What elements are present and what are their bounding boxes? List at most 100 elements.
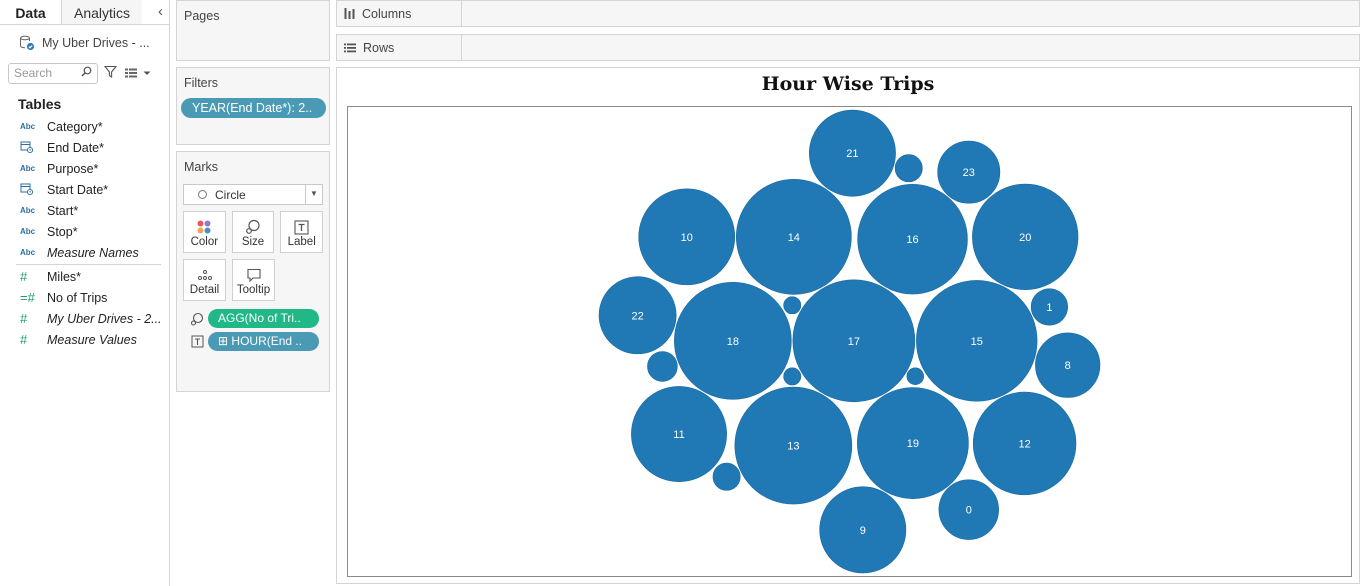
bubble-hour-9[interactable]: 9 <box>819 486 907 574</box>
bubble-mark[interactable] <box>937 140 1001 204</box>
field-list: Abc Category* End Date* Abc Purpose* Start Da… <box>0 116 169 350</box>
size-pill-row: AGG(No of Tri.. <box>190 309 329 328</box>
bubble-mark[interactable] <box>857 183 968 295</box>
bubble-label: 20 <box>1019 232 1031 244</box>
field-item[interactable]: =# No of Trips <box>0 287 169 308</box>
bubble-hour-11[interactable]: 11 <box>631 386 727 482</box>
bubble-hour-0[interactable]: 0 <box>938 479 999 540</box>
field-label: Measure Values <box>47 332 137 347</box>
string-type-icon: Abc <box>20 206 36 215</box>
bubble-mark[interactable] <box>1035 332 1101 398</box>
bubble-mark[interactable] <box>712 462 741 491</box>
bubble-hour-1[interactable]: 1 <box>1030 288 1069 326</box>
bubble-mark[interactable] <box>938 479 999 540</box>
bubble-unlabeled[interactable] <box>712 462 741 491</box>
bubble-hour-13[interactable]: 13 <box>734 386 853 505</box>
bubble-label: 23 <box>963 167 975 179</box>
bubble-label: 14 <box>788 232 800 244</box>
bubble-label: 21 <box>846 148 858 160</box>
size-button[interactable]: Size <box>231 211 275 253</box>
tab-data[interactable]: Data <box>0 0 62 24</box>
bubble-mark[interactable] <box>972 391 1077 496</box>
bubble-hour-21[interactable]: 21 <box>808 109 896 197</box>
bubble-hour-14[interactable]: 14 <box>735 179 852 295</box>
bubble-hour-16[interactable]: 16 <box>857 183 968 295</box>
bubble-unlabeled[interactable] <box>783 367 802 386</box>
bubble-mark[interactable] <box>783 367 802 386</box>
label-dimension-pill[interactable]: ⊞ HOUR(End .. <box>208 332 319 351</box>
filter-icon[interactable] <box>103 65 118 81</box>
tab-analytics[interactable]: Analytics <box>62 0 142 25</box>
field-item[interactable]: # Measure Values <box>0 329 169 350</box>
bubble-hour-15[interactable]: 15 <box>916 280 1038 402</box>
bubble-mark[interactable] <box>1030 288 1069 326</box>
field-item[interactable]: End Date* <box>0 137 169 158</box>
bubble-mark[interactable] <box>857 387 969 499</box>
bubble-unlabeled[interactable] <box>647 351 678 382</box>
number-type-icon: # <box>20 269 28 284</box>
field-item[interactable]: Start Date* <box>0 179 169 200</box>
bubble-mark[interactable] <box>735 179 852 295</box>
bubble-label: 11 <box>673 429 684 441</box>
plot-area: 17 15 18 13 14 19 16 20 12 10 11 21 9 22 8 23 0 1 <box>347 106 1352 577</box>
bubble-unlabeled[interactable] <box>906 367 924 385</box>
field-item[interactable]: Abc Stop* <box>0 221 169 242</box>
field-item[interactable]: Abc Measure Names <box>0 242 169 263</box>
pages-title: Pages <box>184 9 220 23</box>
bubble-hour-20[interactable]: 20 <box>972 183 1079 290</box>
field-item[interactable]: Abc Purpose* <box>0 158 169 179</box>
bubble-hour-18[interactable]: 18 <box>674 282 792 400</box>
bubble-mark[interactable] <box>916 280 1038 402</box>
filters-card[interactable]: Filters YEAR(End Date*): 2.. <box>176 67 330 145</box>
field-item[interactable]: # Miles* <box>0 266 169 287</box>
field-item[interactable]: Abc Category* <box>0 116 169 137</box>
bubble-label: 18 <box>727 336 739 348</box>
bubble-mark[interactable] <box>647 351 678 382</box>
bubble-mark[interactable] <box>598 276 677 355</box>
bubble-hour-12[interactable]: 12 <box>972 391 1077 496</box>
collapse-pane-icon[interactable]: ‹ <box>158 3 163 20</box>
view-options-icon[interactable] <box>125 68 152 78</box>
filter-pill-year-end-date[interactable]: YEAR(End Date*): 2.. <box>181 98 326 118</box>
bubble-mark[interactable] <box>819 486 907 574</box>
bubble-mark[interactable] <box>631 386 727 482</box>
chevron-down-icon: ▼ <box>305 185 322 204</box>
date-type-icon <box>20 182 38 197</box>
bubble-mark[interactable] <box>792 279 916 403</box>
datasource-item[interactable]: My Uber Drives - ... <box>0 25 169 55</box>
color-button[interactable]: Color <box>183 211 226 253</box>
color-button-label: Color <box>190 236 219 248</box>
bubble-hour-19[interactable]: 19 <box>857 387 969 499</box>
label-dimension-text: HOUR(End .. <box>231 334 303 348</box>
columns-shelf[interactable]: Columns <box>336 0 1360 27</box>
bubble-unlabeled[interactable] <box>783 296 802 315</box>
detail-button[interactable]: Detail <box>183 259 226 301</box>
bubble-mark[interactable] <box>972 183 1079 290</box>
bubble-mark[interactable] <box>674 282 792 400</box>
bubble-mark[interactable] <box>783 296 802 315</box>
bubble-mark[interactable] <box>734 386 853 505</box>
rows-shelf[interactable]: Rows <box>336 34 1360 61</box>
field-item[interactable]: # My Uber Drives - 2... <box>0 308 169 329</box>
tooltip-button[interactable]: Tooltip <box>232 259 275 301</box>
bubble-mark[interactable] <box>808 109 896 197</box>
label-button[interactable]: Label <box>280 211 324 253</box>
bubble-hour-22[interactable]: 22 <box>598 276 677 355</box>
bubble-mark[interactable] <box>638 188 736 286</box>
bubble-hour-17[interactable]: 17 <box>792 279 916 403</box>
bubble-hour-8[interactable]: 8 <box>1035 332 1101 398</box>
mark-type-dropdown[interactable]: Circle ▼ <box>183 184 323 205</box>
bubble-unlabeled[interactable] <box>894 154 923 183</box>
bubble-label: 8 <box>1065 360 1071 372</box>
bubble-hour-23[interactable]: 23 <box>937 140 1001 204</box>
search-input[interactable]: Search <box>8 62 98 84</box>
bubble-mark[interactable] <box>906 367 924 385</box>
size-measure-pill[interactable]: AGG(No of Tri.. <box>208 309 319 328</box>
field-item[interactable]: Abc Start* <box>0 200 169 221</box>
bubble-hour-10[interactable]: 10 <box>638 188 736 286</box>
pages-card[interactable]: Pages <box>176 0 330 61</box>
bubble-label: 9 <box>860 525 866 537</box>
view-title: Hour Wise Trips <box>761 73 935 95</box>
bubble-mark[interactable] <box>894 154 923 183</box>
dimensions-measures-divider <box>16 264 161 265</box>
